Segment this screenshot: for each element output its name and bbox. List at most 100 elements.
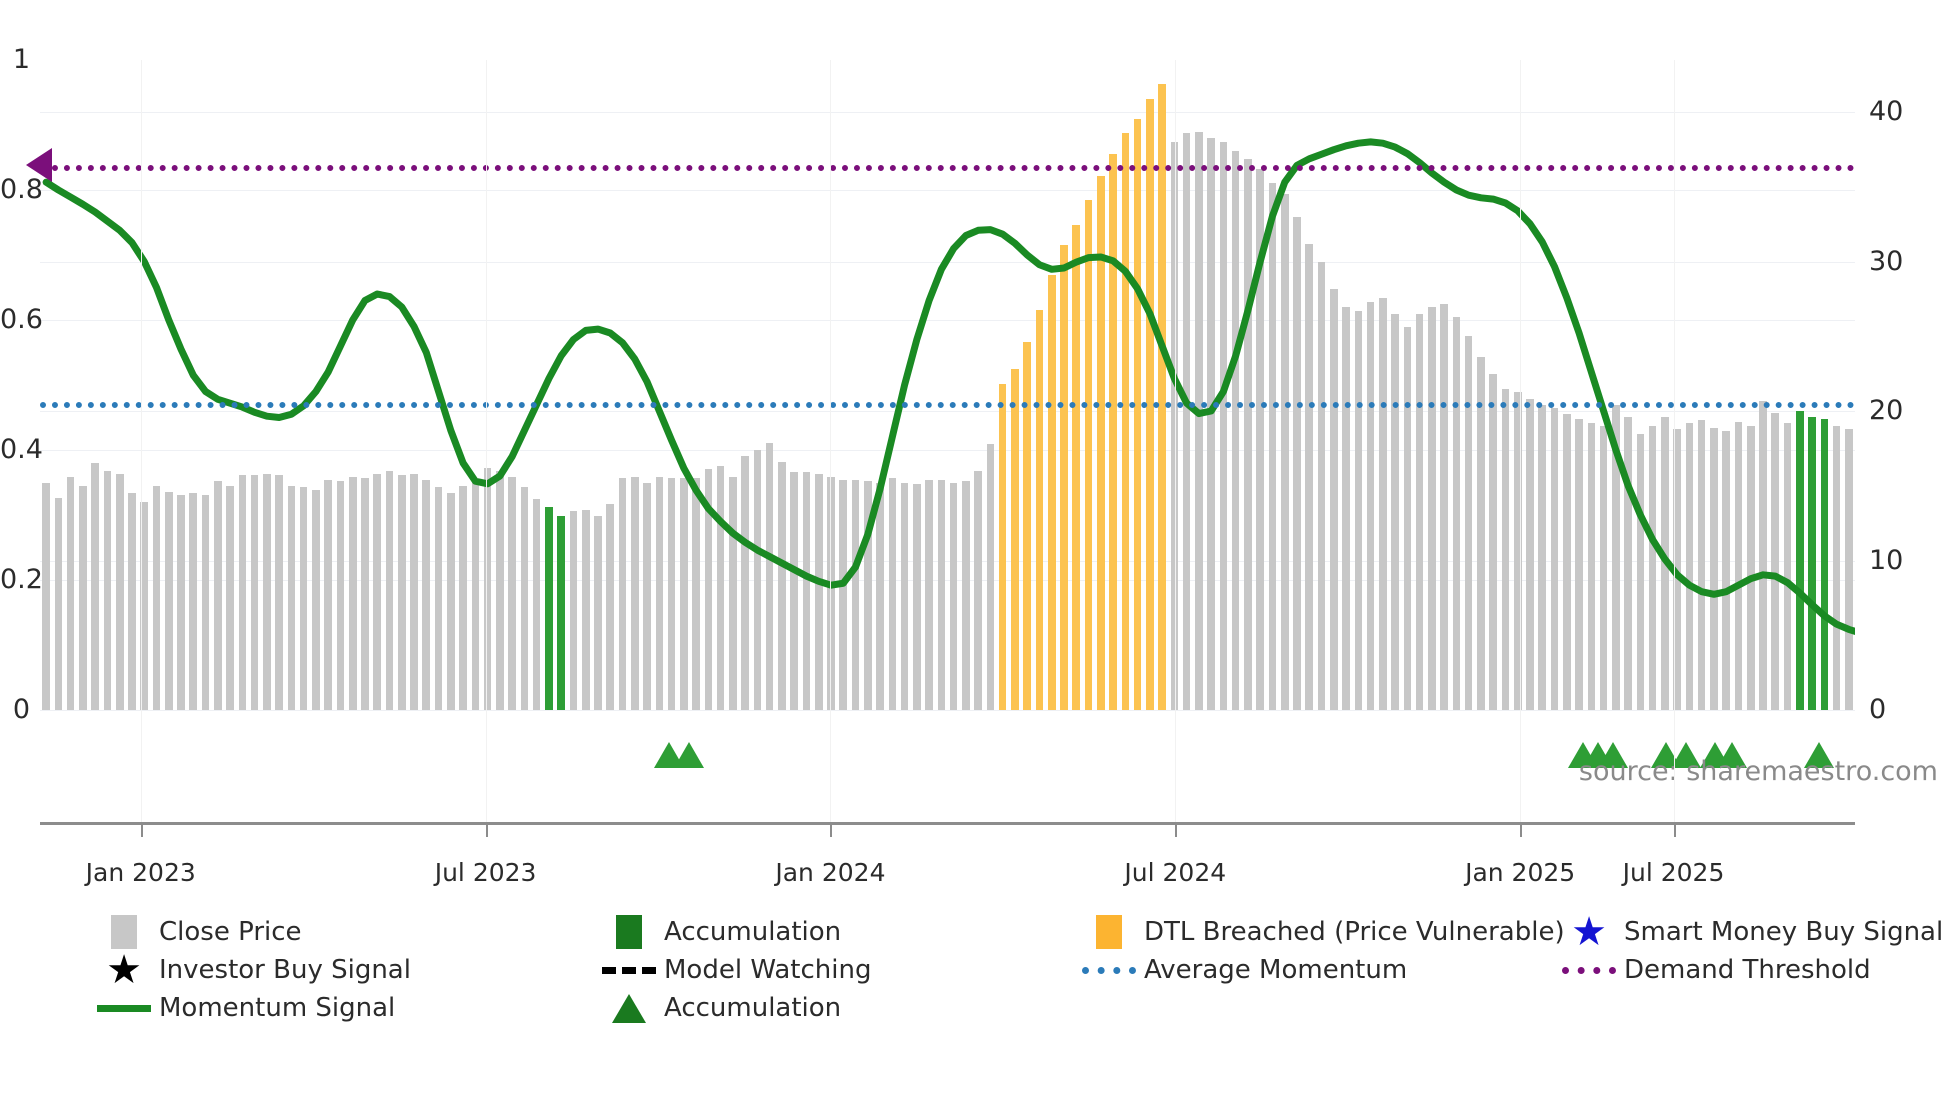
smart-money-star-swatch: ★ bbox=[1571, 909, 1607, 955]
close-price-bar bbox=[1734, 421, 1743, 710]
close-price-bar bbox=[1599, 426, 1608, 710]
legend-label: Investor Buy Signal bbox=[159, 955, 411, 985]
dtl-breached-bar bbox=[1109, 154, 1117, 710]
legend-item[interactable]: DTL Breached (Price Vulnerable) bbox=[1080, 915, 1565, 949]
legend-item[interactable]: Momentum Signal bbox=[95, 991, 395, 1025]
legend-label: Average Momentum bbox=[1144, 955, 1408, 985]
vertical-gridline bbox=[1175, 60, 1177, 822]
dtl-breached-bar bbox=[1072, 224, 1081, 710]
close-price-bar bbox=[753, 450, 762, 710]
close-price-bar bbox=[655, 476, 664, 710]
close-price-bar bbox=[986, 444, 995, 710]
close-price-bar bbox=[1244, 158, 1252, 710]
close-price-bar bbox=[275, 475, 283, 710]
x-axis-tick-label: Jan 2025 bbox=[1465, 858, 1576, 887]
close-price-bar bbox=[532, 499, 541, 710]
close-price-bar bbox=[581, 509, 590, 710]
accumulation-triangle-marker bbox=[673, 742, 704, 768]
accumulation-bar bbox=[557, 515, 565, 710]
demand-threshold-arrow-icon bbox=[26, 148, 52, 183]
legend-item[interactable]: Close Price bbox=[95, 915, 302, 949]
close-price-bar bbox=[1513, 391, 1522, 710]
x-axis-line bbox=[40, 822, 1855, 825]
average-momentum-swatch bbox=[1080, 966, 1138, 974]
close-price-bar bbox=[42, 482, 50, 710]
close-price-bar bbox=[790, 472, 798, 710]
close-price-bar bbox=[1305, 243, 1314, 710]
legend-item[interactable]: ★ Investor Buy Signal bbox=[95, 950, 411, 990]
close-price-bar bbox=[937, 479, 946, 710]
legend-label: Accumulation bbox=[664, 993, 842, 1023]
average-momentum-line bbox=[40, 401, 1855, 408]
legend-item[interactable]: Demand Threshold bbox=[1560, 953, 1871, 987]
accumulation-triangle-marker bbox=[1716, 742, 1747, 768]
close-price-bar bbox=[1538, 405, 1547, 710]
close-price-bar bbox=[201, 494, 210, 710]
x-axis-tick-mark bbox=[1673, 825, 1676, 837]
close-price-bar bbox=[1771, 412, 1780, 710]
legend-item[interactable]: Accumulation bbox=[600, 991, 841, 1025]
legend-item[interactable]: Average Momentum bbox=[1080, 953, 1407, 987]
close-price-bar bbox=[716, 466, 725, 710]
legend-label: Model Watching bbox=[664, 955, 872, 985]
y-axis-right-tick-label: 30 bbox=[1869, 245, 1904, 277]
close-price-bar bbox=[1231, 151, 1240, 710]
demand-threshold-swatch bbox=[1560, 966, 1618, 974]
close-price-bar bbox=[459, 485, 467, 710]
close-price-bar bbox=[177, 494, 185, 710]
y-axis-left-tick-label: 1 bbox=[12, 44, 30, 75]
close-price-bar bbox=[839, 479, 848, 710]
gridline bbox=[40, 320, 1855, 321]
close-price-bar bbox=[1415, 314, 1424, 710]
close-price-bar bbox=[1280, 194, 1289, 710]
x-axis-tick-mark bbox=[140, 825, 143, 837]
vertical-gridline bbox=[1673, 60, 1675, 822]
plot-area bbox=[26, 60, 1855, 711]
y-axis-left-tick-label: 0.6 bbox=[0, 304, 43, 335]
close-price-bar bbox=[900, 482, 909, 710]
accumulation-bar bbox=[1820, 418, 1829, 710]
y-axis-left-tick-label: 0 bbox=[12, 694, 30, 725]
close-price-bar bbox=[410, 473, 418, 710]
close-price-bar bbox=[1354, 311, 1363, 710]
x-axis-tick-mark bbox=[1175, 825, 1178, 837]
x-axis-ticks: Jan 2023 Jul 2023 Jan 2024 Jul 2024 Jan 2025… bbox=[0, 840, 1960, 887]
close-price-bar bbox=[1477, 357, 1485, 710]
close-price-bar bbox=[508, 476, 516, 710]
close-price-bar bbox=[851, 479, 860, 710]
close-price-bar bbox=[226, 485, 234, 710]
legend-item[interactable]: Accumulation bbox=[600, 915, 841, 949]
dtl-breached-bar bbox=[1121, 132, 1130, 710]
close-price-bar bbox=[1845, 429, 1853, 710]
close-price-bar bbox=[778, 461, 786, 710]
vertical-gridline bbox=[485, 60, 487, 822]
close-price-bar bbox=[299, 487, 308, 710]
y-axis-left-tick-label: 0.2 bbox=[0, 564, 43, 595]
close-price-bar bbox=[214, 481, 222, 710]
close-price-bar bbox=[496, 470, 504, 710]
close-price-bar bbox=[630, 476, 639, 710]
close-price-bar bbox=[397, 475, 406, 710]
dtl-breached-swatch bbox=[1080, 915, 1138, 949]
close-price-bar bbox=[729, 476, 737, 710]
legend-label: Accumulation bbox=[664, 917, 842, 947]
close-price-bar bbox=[1648, 426, 1657, 710]
close-price-bar bbox=[680, 478, 688, 710]
close-price-bar bbox=[1428, 306, 1436, 710]
close-price-bar bbox=[1440, 303, 1448, 710]
vertical-gridline bbox=[140, 60, 142, 822]
accumulation-triangle-marker bbox=[1597, 742, 1628, 768]
close-price-bar bbox=[1783, 423, 1792, 710]
close-price-bar bbox=[336, 481, 345, 710]
legend-item[interactable]: Model Watching bbox=[600, 953, 871, 987]
accumulation-bar bbox=[1796, 411, 1804, 710]
legend-item[interactable]: ★ Smart Money Buy Signal bbox=[1560, 909, 1943, 955]
x-axis-tick-label: Jul 2024 bbox=[1124, 858, 1227, 887]
close-price-bar bbox=[66, 476, 75, 710]
close-price-bar bbox=[569, 511, 578, 710]
close-price-bar bbox=[863, 481, 872, 710]
close-price-bar bbox=[765, 442, 774, 710]
close-price-bar bbox=[606, 503, 615, 710]
y-axis-right-tick-label: 40 bbox=[1869, 96, 1904, 128]
close-price-bar bbox=[962, 481, 970, 710]
